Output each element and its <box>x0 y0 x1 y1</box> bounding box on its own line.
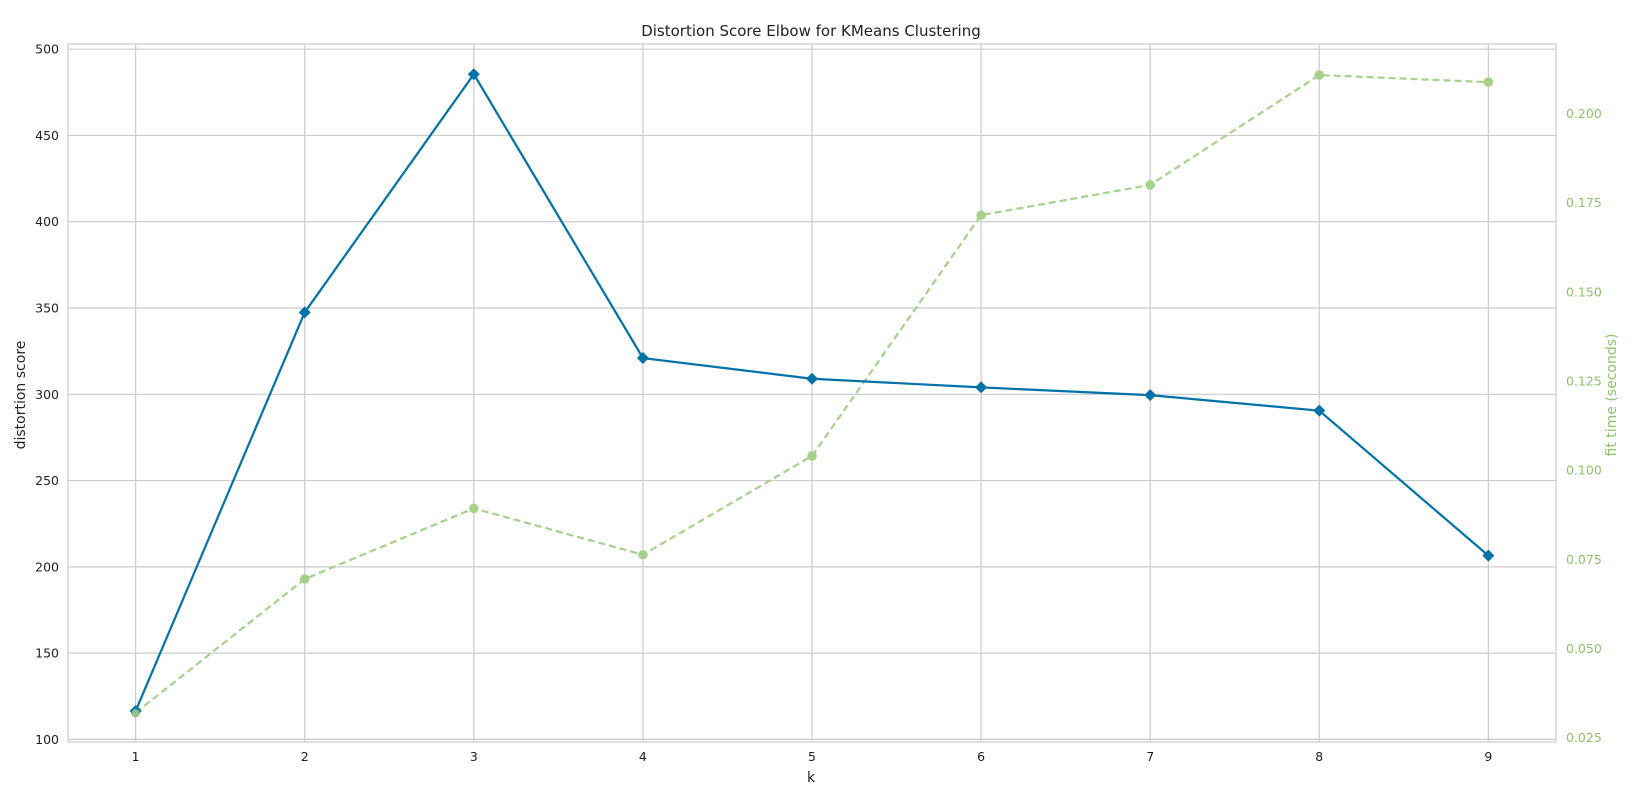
distortion-point <box>298 306 311 319</box>
fit-time-point <box>807 451 817 461</box>
y2-tick-labels: 0.025 0.050 0.075 0.100 0.125 0.150 0.175 0.200 <box>1566 106 1602 745</box>
fit-time-point <box>299 574 310 584</box>
x-tick-label: 6 <box>977 749 985 764</box>
y-tick-label: 350 <box>35 301 59 316</box>
y2-tick-label: 0.175 <box>1566 195 1602 210</box>
x-tick-label: 7 <box>1146 749 1154 764</box>
x-tick-label: 2 <box>301 749 309 764</box>
y-axis-label: distortion score <box>13 341 29 450</box>
distortion-point <box>467 68 480 81</box>
x-tick-label: 3 <box>470 749 478 764</box>
y-tick-label: 500 <box>35 42 59 57</box>
y-tick-label: 100 <box>35 732 59 747</box>
y-tick-label: 250 <box>35 473 59 488</box>
distortion-point <box>806 372 818 385</box>
fit-time-point <box>1314 70 1325 80</box>
y2-tick-label: 0.125 <box>1566 374 1602 389</box>
x-axis-label: k <box>807 770 816 786</box>
chart-title: Distortion Score Elbow for KMeans Cluste… <box>641 22 981 40</box>
fit-time-point <box>469 503 479 514</box>
y-tick-labels: 100 150 200 250 300 350 400 450 500 <box>35 42 59 747</box>
grid-lines <box>68 44 1556 742</box>
fit-time-point <box>976 210 986 221</box>
x-tick-labels: 1 2 3 4 5 6 7 8 9 <box>132 749 1493 764</box>
distortion-point <box>636 352 649 365</box>
distortion-point <box>1482 549 1495 562</box>
y-tick-label: 200 <box>35 559 59 574</box>
x-tick-label: 5 <box>808 749 816 764</box>
y-tick-label: 400 <box>35 214 59 229</box>
y2-tick-label: 0.075 <box>1566 552 1602 567</box>
plot-frame <box>67 43 1557 743</box>
y-tick-label: 150 <box>35 646 59 661</box>
y2-axis-label: fit time (seconds) <box>1604 334 1620 457</box>
y-tick-label: 300 <box>35 387 59 402</box>
x-tick-label: 8 <box>1315 749 1323 764</box>
distortion-point <box>975 381 988 394</box>
fit-time-point <box>1145 180 1155 190</box>
fit-time-point <box>638 549 648 560</box>
x-tick-label: 4 <box>639 749 647 764</box>
y2-tick-label: 0.150 <box>1566 284 1602 299</box>
y2-tick-label: 0.050 <box>1566 641 1602 656</box>
fit-time-point <box>1483 77 1494 87</box>
distortion-point <box>1313 404 1326 417</box>
x-tick-label: 9 <box>1484 749 1492 764</box>
fit-time-point-overlap <box>131 708 140 717</box>
series-layer <box>129 68 1495 718</box>
y-tick-label: 450 <box>35 128 59 143</box>
y2-tick-label: 0.025 <box>1566 730 1602 745</box>
x-tick-label: 1 <box>132 749 140 764</box>
y2-tick-label: 0.200 <box>1566 106 1602 121</box>
y2-tick-label: 0.100 <box>1566 463 1602 478</box>
distortion-point <box>1144 389 1157 402</box>
